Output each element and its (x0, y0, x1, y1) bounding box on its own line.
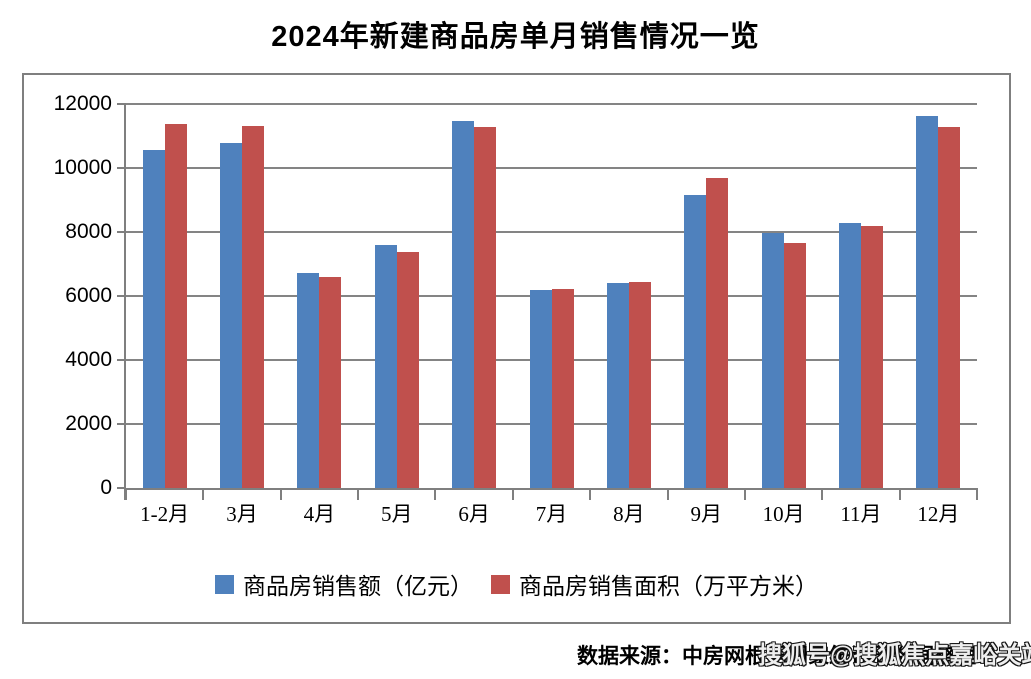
bar-sales-area (860, 225, 883, 488)
y-tick (117, 295, 126, 297)
bar-sales-value (142, 149, 165, 488)
x-tick (125, 488, 127, 500)
x-axis-label: 5月 (381, 502, 413, 526)
x-tick (279, 488, 282, 500)
x-axis-label: 7月 (535, 502, 568, 526)
y-tick (117, 103, 126, 105)
y-axis-label: 4000 (65, 348, 112, 371)
bar-sales-area (319, 277, 342, 488)
bar-sales-area (551, 288, 574, 488)
gridline (126, 103, 977, 105)
chart-area: 商品房销售额（亿元） 商品房销售面积（万平方米） 0 2000 4000 6000 80… (22, 73, 1011, 624)
y-axis-label: 10000 (53, 156, 112, 179)
bar-sales-area (706, 178, 729, 488)
bar-sales-value (684, 194, 707, 488)
y-tick (117, 167, 126, 169)
x-axis-label: 9月 (690, 502, 722, 526)
x-tick (357, 488, 360, 500)
y-axis-label: 2000 (65, 412, 112, 435)
legend-label-sales-value: 商品房销售额（亿元） (243, 574, 473, 599)
legend-label-sales-area: 商品房销售面积（万平方米） (519, 574, 818, 599)
x-axis-label: 6月 (458, 502, 490, 526)
legend-item-sales-value: 商品房销售额（亿元） (215, 567, 473, 601)
bar-sales-area (396, 251, 419, 488)
y-axis-label: 8000 (65, 220, 112, 243)
x-axis-label: 1-2月 (140, 502, 190, 526)
bar-sales-value (297, 273, 320, 488)
y-tick (117, 423, 126, 425)
x-axis-label: 8月 (613, 502, 645, 526)
x-axis-label: 4月 (303, 502, 336, 526)
bar-sales-area (938, 127, 961, 488)
x-axis-label: 3月 (226, 502, 258, 526)
gridline (126, 167, 977, 169)
bar-sales-area (474, 127, 497, 488)
x-tick (434, 488, 437, 500)
legend-swatch-sales-area (491, 574, 510, 594)
bar-sales-value (606, 283, 629, 488)
watermark-text: 搜狐号@搜狐焦点嘉峪关站 (757, 641, 1031, 670)
y-axis-line (124, 104, 126, 500)
y-axis-label: 12000 (53, 92, 112, 115)
x-axis-line (126, 488, 977, 490)
bar-sales-value (452, 121, 475, 488)
x-tick (589, 488, 592, 500)
x-axis-label: 11月 (840, 502, 882, 526)
chart-title: 2024年新建商品房单月销售情况一览 (271, 21, 760, 53)
legend: 商品房销售额（亿元） 商品房销售面积（万平方米） (24, 571, 1009, 599)
bar-sales-area (164, 124, 187, 488)
bar-sales-value (220, 142, 243, 488)
y-axis-label: 6000 (65, 284, 112, 307)
bar-sales-value (916, 116, 939, 488)
bar-sales-value (529, 289, 552, 488)
bar-sales-value (761, 232, 784, 488)
x-tick (898, 488, 901, 500)
x-tick (511, 488, 514, 500)
x-tick (743, 488, 746, 500)
x-tick (821, 488, 824, 500)
source-note: 数据来源：中房网根据国家统计局数据整理 (577, 645, 976, 668)
x-tick (666, 488, 669, 500)
bar-sales-value (838, 223, 861, 488)
x-tick (202, 488, 205, 500)
bar-sales-value (374, 244, 397, 488)
y-tick (117, 487, 126, 489)
legend-swatch-sales-value (215, 574, 234, 594)
bar-sales-area (783, 243, 806, 488)
y-tick (117, 231, 126, 233)
x-axis-label: 12月 (917, 502, 960, 526)
legend-item-sales-area: 商品房销售面积（万平方米） (491, 567, 818, 601)
bar-sales-area (628, 281, 651, 488)
gridline (126, 231, 977, 233)
x-axis-label: 10月 (762, 502, 805, 526)
y-axis-label: 0 (100, 476, 112, 499)
bar-sales-area (242, 126, 265, 488)
plot-area (124, 103, 977, 500)
y-tick (117, 359, 126, 361)
x-tick (976, 488, 978, 500)
